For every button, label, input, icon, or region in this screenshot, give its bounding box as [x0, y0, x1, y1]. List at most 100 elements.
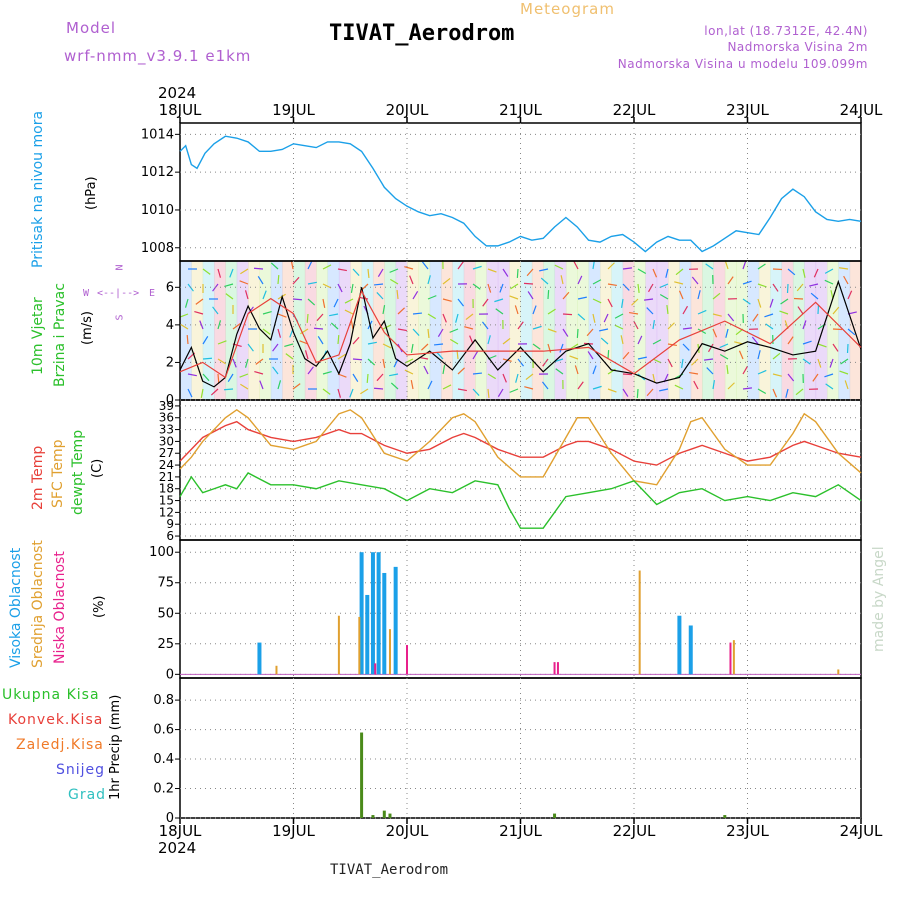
wind-barb	[514, 305, 519, 315]
wind-barb	[225, 293, 234, 300]
wind-barb	[607, 262, 615, 270]
wind-barb	[404, 369, 414, 375]
wind-stripe	[327, 261, 340, 400]
wind-barb	[299, 340, 309, 345]
wind-barb	[277, 380, 282, 390]
wind-barb	[752, 313, 759, 322]
pressure-line	[179, 135, 862, 253]
wind-barb	[337, 353, 346, 360]
elevation-label: Nadmorska Visina 2m	[727, 40, 868, 54]
wind-barb	[376, 373, 384, 382]
wind-barb	[614, 313, 624, 319]
y-tick-label: 30	[159, 434, 174, 448]
wind-barb	[390, 382, 399, 390]
wind-barb	[254, 370, 264, 375]
cloud-bar	[376, 552, 381, 675]
wind-barb	[212, 306, 219, 315]
cloud-bar	[365, 594, 370, 675]
wind-barb	[487, 268, 497, 273]
y-tick-label: 2	[166, 355, 174, 370]
compass-west: W	[83, 288, 90, 299]
y-tick-label: 33	[159, 423, 174, 437]
wind-barb	[772, 373, 782, 377]
wind-stripe	[463, 261, 476, 400]
wind-barb	[725, 328, 729, 338]
wind-barb	[442, 313, 447, 323]
wind-barb	[703, 358, 714, 361]
wind-barb	[377, 268, 384, 278]
wind-stripe	[293, 261, 306, 400]
legend-freezing-rain: Zaledj.Kisa	[16, 737, 104, 753]
wind-barb	[712, 380, 716, 390]
wind-barb	[757, 263, 766, 270]
wind-barb	[787, 373, 795, 382]
wind-barb	[540, 277, 549, 285]
wind-stripe	[361, 261, 374, 400]
wind-barb	[573, 260, 579, 270]
wind-barb	[682, 343, 690, 351]
wind-barb	[457, 367, 465, 375]
wind-barb	[427, 328, 430, 339]
wind-barb	[769, 298, 774, 308]
wind-barb	[352, 268, 360, 276]
wind-barb	[187, 388, 193, 398]
wind-barb	[712, 313, 722, 317]
wind-speed-line	[179, 279, 862, 388]
wind-barb	[757, 283, 767, 288]
wind-barb	[764, 313, 774, 318]
wind-barb	[570, 343, 579, 350]
wind-stripe	[452, 261, 465, 400]
wind-barb	[240, 268, 249, 275]
wind-barb	[622, 283, 630, 291]
wind-barb	[472, 350, 479, 360]
wind-barb	[397, 328, 407, 332]
cloud-bar	[374, 663, 377, 675]
wind-barb	[607, 283, 617, 287]
wind-stripe	[304, 261, 317, 400]
wind-barb	[330, 322, 339, 330]
wind-barb	[202, 357, 213, 360]
wind-stripe	[441, 261, 453, 400]
wind-barb	[847, 290, 853, 300]
wind-barb	[200, 388, 204, 398]
compass-arrows: <--|-->	[97, 288, 140, 299]
wind-barb	[396, 289, 399, 300]
cloud-bar	[358, 616, 361, 675]
wind-barb	[307, 298, 316, 306]
x-tick-top: 22JUL	[613, 101, 656, 119]
wind-barb	[622, 267, 633, 270]
wind-barb	[257, 276, 264, 285]
wind-stripe	[225, 261, 238, 400]
wind-barb	[262, 290, 267, 300]
wind-barb	[232, 323, 241, 330]
wind-barb	[217, 320, 222, 330]
wind-barb	[502, 337, 511, 345]
wind-barb	[622, 388, 629, 397]
wind-barb	[577, 275, 583, 285]
wind-barb	[382, 343, 392, 349]
wind-barb	[765, 323, 774, 330]
wind-barb	[824, 373, 834, 378]
wind-barb	[217, 340, 227, 345]
wind-barb	[652, 268, 658, 278]
wind-stripe	[475, 261, 487, 400]
wind-barb	[742, 298, 751, 305]
wind-barb	[797, 306, 804, 315]
wind-barb	[680, 358, 684, 368]
wind-barb	[285, 353, 294, 360]
wind-barb	[757, 388, 767, 395]
wind-stripe	[565, 261, 578, 400]
wind-barb	[449, 338, 459, 345]
year-bottom: 2024	[158, 839, 197, 857]
wind-barb	[244, 358, 249, 368]
wind-stripe	[350, 261, 363, 400]
station-title: TIVAT_Aerodrom	[329, 21, 515, 46]
cloud-bar	[677, 615, 682, 675]
wind-barb	[329, 313, 339, 317]
wind-barb	[719, 343, 729, 349]
wind-barb	[674, 281, 684, 285]
wind-barb	[779, 310, 789, 315]
wind-barb	[277, 274, 280, 285]
